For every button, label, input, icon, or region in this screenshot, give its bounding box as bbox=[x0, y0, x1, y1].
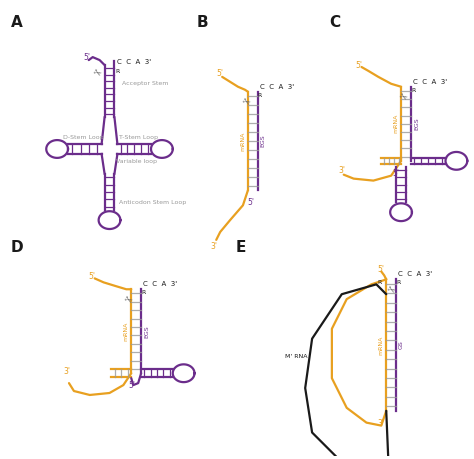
Text: E: E bbox=[236, 240, 246, 255]
Text: 3': 3' bbox=[338, 166, 345, 175]
Text: Anticodon Stem Loop: Anticodon Stem Loop bbox=[119, 200, 187, 205]
Text: R: R bbox=[396, 280, 401, 285]
Text: R: R bbox=[141, 290, 146, 295]
Text: mRNA: mRNA bbox=[393, 114, 398, 134]
Text: ✂: ✂ bbox=[385, 283, 397, 296]
Text: 5': 5' bbox=[129, 381, 136, 390]
Text: 5': 5' bbox=[217, 69, 224, 78]
Text: 5': 5' bbox=[355, 61, 362, 69]
Text: B: B bbox=[197, 15, 208, 30]
Text: C  C  A  3': C C A 3' bbox=[143, 281, 177, 287]
Text: R: R bbox=[411, 88, 415, 93]
Text: ✂: ✂ bbox=[397, 90, 409, 103]
Text: ✂: ✂ bbox=[91, 67, 103, 79]
Text: ✂: ✂ bbox=[240, 95, 252, 108]
Text: M' RNA: M' RNA bbox=[285, 354, 307, 359]
Text: mRNA: mRNA bbox=[378, 336, 383, 355]
Text: EGS: EGS bbox=[144, 325, 149, 337]
Text: Acceptor Stem: Acceptor Stem bbox=[122, 81, 169, 86]
Text: C  C  A  3': C C A 3' bbox=[413, 79, 447, 85]
Text: EGS: EGS bbox=[261, 135, 266, 147]
Text: A: A bbox=[11, 15, 22, 30]
Text: D-Stem Loop: D-Stem Loop bbox=[63, 135, 104, 140]
Text: 3': 3' bbox=[64, 367, 71, 376]
Text: Variable loop: Variable loop bbox=[117, 159, 157, 164]
Text: 5': 5' bbox=[88, 272, 95, 281]
Text: 5': 5' bbox=[83, 53, 90, 62]
Text: 5': 5' bbox=[392, 169, 399, 178]
Text: C  C  A  3': C C A 3' bbox=[260, 84, 294, 90]
Text: C: C bbox=[329, 15, 340, 30]
Text: ✂: ✂ bbox=[122, 293, 134, 306]
Text: C  C  A  3': C C A 3' bbox=[398, 271, 432, 277]
Text: R: R bbox=[377, 280, 381, 285]
Text: 5': 5' bbox=[378, 265, 385, 274]
Text: T-Stem Loop: T-Stem Loop bbox=[119, 135, 158, 140]
Text: D: D bbox=[11, 240, 23, 255]
Text: mRNA: mRNA bbox=[123, 322, 128, 341]
Text: 5': 5' bbox=[247, 198, 255, 207]
Text: GS: GS bbox=[399, 341, 404, 349]
Text: R: R bbox=[116, 69, 120, 74]
Text: C  C  A  3': C C A 3' bbox=[118, 59, 152, 65]
Text: R: R bbox=[258, 93, 262, 98]
Text: EGS: EGS bbox=[414, 118, 419, 130]
Text: 3': 3' bbox=[378, 419, 385, 428]
Text: mRNA: mRNA bbox=[240, 131, 245, 151]
Text: 3': 3' bbox=[211, 242, 218, 251]
